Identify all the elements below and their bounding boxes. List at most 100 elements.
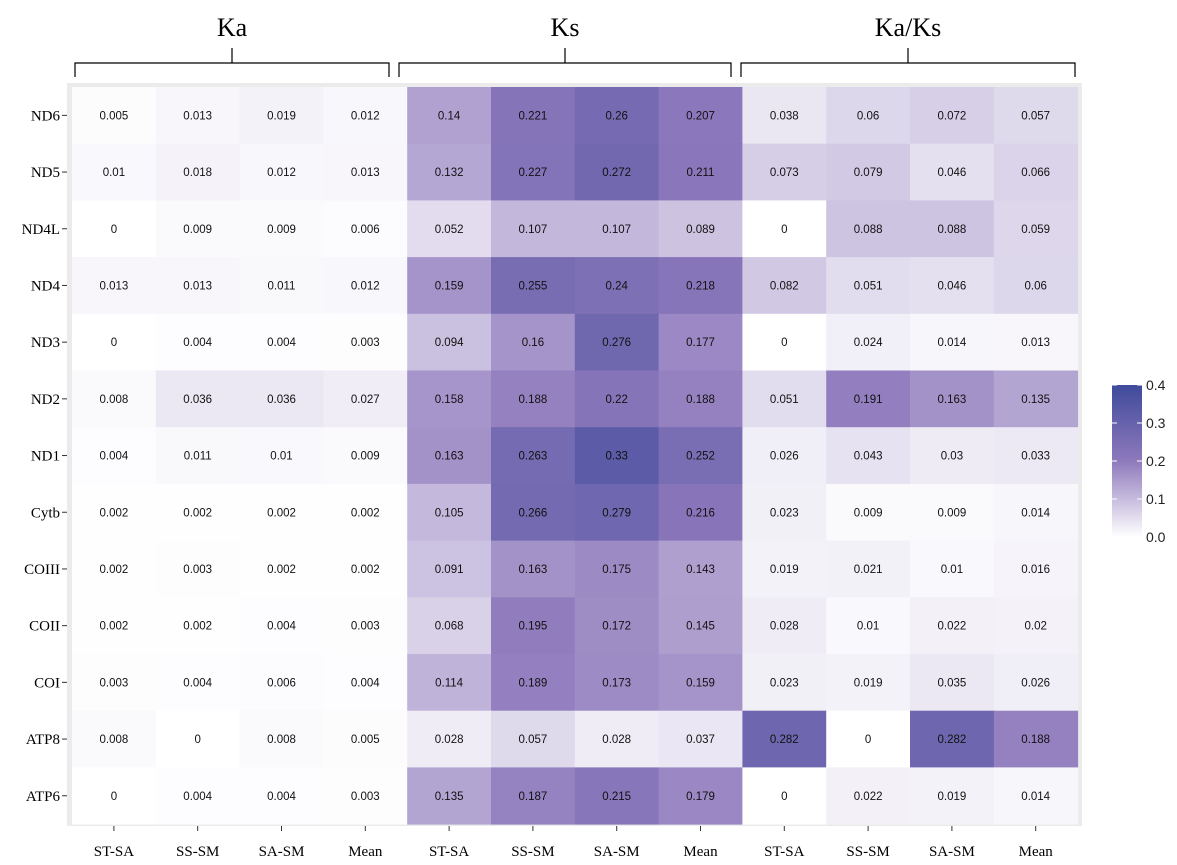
cell-value-label: 0.004 (183, 677, 212, 689)
group-bracket (398, 48, 732, 77)
heatmap-cell (72, 257, 157, 315)
heatmap-cell (993, 597, 1079, 655)
heatmap-cell (491, 540, 576, 598)
row-label: ND5 (31, 165, 60, 181)
group-label: Ks (551, 13, 580, 42)
heatmap-cell (72, 540, 157, 598)
cell-value-label: 0.036 (267, 394, 296, 406)
heatmap-cell (742, 143, 827, 201)
cell-value-label: 0.177 (686, 337, 715, 349)
cell-value-label: 0.008 (100, 394, 129, 406)
heatmap-cell (574, 257, 660, 315)
heatmap-cell (742, 597, 827, 655)
heatmap-cell (491, 370, 576, 428)
heatmap-cell (826, 767, 911, 825)
cell-value-label: 0 (781, 224, 787, 236)
cell-value-label: 0.002 (351, 507, 380, 519)
cell-value-label: 0.012 (351, 280, 380, 292)
cell-value-label: 0.009 (183, 224, 212, 236)
cell-value-label: 0.023 (770, 677, 799, 689)
color-legend: 0.0 0.1 0.2 0.3 0.4 (1112, 377, 1166, 545)
cell-value-label: 0.282 (938, 734, 967, 746)
cell-value-label: 0.003 (351, 791, 380, 803)
row-label: Cytb (31, 505, 60, 521)
cell-value-label: 0.216 (686, 507, 715, 519)
cell-value-label: 0.035 (938, 677, 967, 689)
cell-value-label: 0.026 (1021, 677, 1050, 689)
cell-value-label: 0.011 (184, 451, 212, 463)
cell-value-label: 0.163 (519, 564, 548, 576)
cell-value-label: 0.003 (351, 337, 380, 349)
heatmap-cell (658, 143, 743, 201)
heatmap-cell (742, 257, 827, 315)
cell-value-label: 0.012 (351, 110, 380, 122)
column-label: SS-SM (511, 844, 554, 860)
heatmap-cell (826, 257, 911, 315)
heatmap-cell (407, 313, 492, 371)
heatmap-cell (491, 427, 576, 485)
heatmap-cell (993, 257, 1079, 315)
cell-value-label: 0.038 (770, 110, 799, 122)
heatmap-cell (155, 370, 241, 428)
cell-value-label: 0.14 (438, 110, 461, 122)
cell-value-label: 0.052 (435, 224, 464, 236)
cell-value-label: 0.079 (854, 167, 883, 179)
heatmap-cell (407, 767, 492, 825)
cell-value-label: 0.215 (602, 791, 631, 803)
heatmap-cell (742, 87, 827, 145)
heatmap-cell (155, 540, 241, 598)
legend-tick-label: 0.1 (1146, 491, 1166, 507)
cell-value-label: 0.059 (1021, 224, 1050, 236)
heatmap-cell (574, 654, 660, 712)
legend-tick-label: 0.2 (1146, 453, 1166, 469)
cell-value-label: 0.008 (267, 734, 296, 746)
cell-value-label: 0 (111, 791, 117, 803)
heatmap-cell (658, 710, 743, 768)
heatmap-cell (239, 143, 324, 201)
cell-value-label: 0.006 (351, 224, 380, 236)
heatmap-cell (239, 540, 324, 598)
cell-value-label: 0.26 (606, 110, 628, 122)
heatmap-cell (323, 540, 408, 598)
heatmap-cell (658, 200, 743, 258)
heatmap-cell (323, 143, 408, 201)
heatmap-cell (72, 370, 157, 428)
heatmap-cell (993, 483, 1079, 542)
cell-value-label: 0.033 (1021, 451, 1050, 463)
cell-value-label: 0.004 (267, 337, 296, 349)
cell-value-label: 0 (781, 337, 787, 349)
cell-value-label: 0.026 (770, 451, 799, 463)
cell-value-label: 0.163 (938, 394, 967, 406)
heatmap-cell (826, 143, 911, 201)
cell-value-label: 0.002 (351, 564, 380, 576)
cell-value-label: 0.019 (267, 110, 296, 122)
cell-value-label: 0.03 (941, 451, 963, 463)
row-label: COI (34, 675, 60, 691)
heatmap-cell (658, 483, 743, 542)
cell-value-label: 0.088 (854, 224, 883, 236)
cell-value-label: 0.008 (100, 734, 129, 746)
heatmap-cell (993, 710, 1079, 768)
heatmap-cell (239, 597, 324, 655)
cell-value-label: 0.004 (351, 677, 380, 689)
cell-value-label: 0.282 (770, 734, 799, 746)
cell-value-label: 0.279 (602, 507, 631, 519)
row-axis: ND6 ND5 ND4L ND4 ND3 ND2 ND1 Cytb COIII COII COI AT… (22, 108, 67, 805)
heatmap-cell (239, 87, 324, 145)
heatmap-cell (910, 597, 995, 655)
cell-value-label: 0.004 (100, 451, 129, 463)
heatmap-cell (407, 483, 492, 542)
row-label: COII (29, 619, 60, 635)
cell-value-label: 0.019 (938, 791, 967, 803)
cell-value-label: 0.01 (270, 451, 292, 463)
heatmap-cell (491, 200, 576, 258)
cell-value-label: 0.207 (686, 110, 715, 122)
cell-value-label: 0 (781, 791, 787, 803)
cell-value-label: 0.051 (770, 394, 799, 406)
cell-value-label: 0.019 (770, 564, 799, 576)
cell-value-label: 0.189 (519, 677, 548, 689)
cell-value-label: 0.057 (1021, 110, 1050, 122)
cell-value-label: 0.105 (435, 507, 464, 519)
legend-tick-label: 0.4 (1146, 377, 1166, 393)
heatmap-cell (826, 540, 911, 598)
